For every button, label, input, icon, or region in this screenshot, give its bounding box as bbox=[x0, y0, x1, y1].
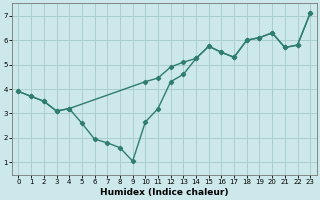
X-axis label: Humidex (Indice chaleur): Humidex (Indice chaleur) bbox=[100, 188, 228, 197]
